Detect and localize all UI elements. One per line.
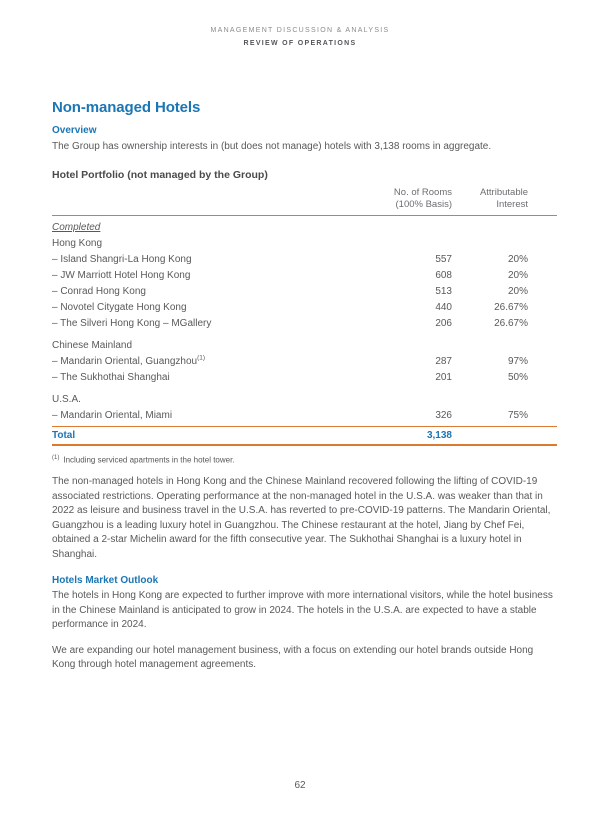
- running-header-chapter: REVIEW OF OPERATIONS: [243, 40, 357, 47]
- table-row: – The Sukhothai Shanghai 201 50%: [52, 370, 557, 386]
- rooms-value: 287: [435, 356, 452, 367]
- rooms-value: 557: [435, 254, 452, 265]
- hotel-name: – The Silveri Hong Kong – MGallery: [52, 318, 212, 329]
- running-header: MANAGEMENT DISCUSSION & ANALYSIS REVIEW …: [0, 0, 600, 47]
- hotel-name: – JW Marriott Hotel Hong Kong: [52, 270, 191, 281]
- hotel-name: – Mandarin Oriental, Miami: [52, 410, 173, 421]
- rooms-value: 608: [435, 270, 452, 281]
- rooms-value: 440: [435, 302, 452, 313]
- region-label: Chinese Mainland: [52, 340, 133, 351]
- status-label: Completed: [52, 221, 101, 233]
- table-header-rule: [52, 214, 557, 216]
- hotel-name-text: – Mandarin Oriental, Guangzhou: [52, 356, 198, 367]
- table-status-row: Completed: [52, 219, 557, 236]
- table-row: – Island Shangri-La Hong Kong 557 20%: [52, 252, 557, 268]
- table-region-row: U.S.A.: [52, 392, 557, 408]
- hotel-name: – Novotel Citygate Hong Kong: [52, 302, 187, 313]
- interest-value: 26.67%: [494, 302, 528, 313]
- overview-text: The Group has ownership interests in (bu…: [52, 141, 492, 152]
- footnote-marker: (1): [52, 454, 60, 461]
- region-label: U.S.A.: [52, 394, 81, 405]
- table-column-headers: No. of Rooms (100% Basis) Attributable I…: [52, 187, 557, 211]
- table-footnote: (1) Including serviced apartments in the …: [52, 455, 557, 465]
- table-total-row: Total 3,138: [52, 427, 557, 444]
- table-total-top-rule: [52, 425, 557, 427]
- interest-value: 26.67%: [494, 318, 528, 329]
- table-row: – Conrad Hong Kong 513 20%: [52, 284, 557, 300]
- overview-heading: Overview: [52, 125, 97, 136]
- column-header-rooms: No. of Rooms (100% Basis): [393, 186, 452, 210]
- page-content: Non-managed Hotels Overview The Group ha…: [52, 99, 557, 673]
- table-row: – Mandarin Oriental, Guangzhou(1) 287 97…: [52, 354, 557, 370]
- body-paragraph-2: The hotels in Hong Kong are expected to …: [52, 590, 553, 631]
- interest-value: 20%: [507, 270, 528, 281]
- rooms-value: 513: [435, 286, 452, 297]
- column-header-interest: Attributable Interest: [479, 186, 528, 210]
- table-row: – Mandarin Oriental, Miami 326 75%: [52, 408, 557, 424]
- page-title: Non-managed Hotels: [52, 99, 201, 116]
- footnote-marker: (1): [197, 354, 206, 362]
- page-number: 62: [294, 780, 306, 791]
- interest-value: 97%: [507, 356, 528, 367]
- outlook-heading: Hotels Market Outlook: [52, 575, 159, 587]
- interest-value: 20%: [507, 254, 528, 265]
- interest-value: 50%: [507, 372, 528, 383]
- footnote-text: Including serviced apartments in the hot…: [63, 455, 235, 465]
- total-label: Total: [52, 429, 76, 441]
- interest-value: 75%: [507, 410, 528, 421]
- rooms-value: 206: [435, 318, 452, 329]
- body-paragraph-1: The non-managed hotels in Hong Kong and …: [52, 476, 551, 560]
- rooms-value: 201: [435, 372, 452, 383]
- rooms-value: 326: [435, 410, 452, 421]
- hotel-name: – The Sukhothai Shanghai: [52, 372, 170, 383]
- table-region-row: Chinese Mainland: [52, 338, 557, 354]
- body-paragraph-3: We are expanding our hotel management bu…: [52, 644, 534, 671]
- region-label: Hong Kong: [52, 238, 103, 249]
- table-row: – The Silveri Hong Kong – MGallery 206 2…: [52, 316, 557, 332]
- table-row: – JW Marriott Hotel Hong Kong 608 20%: [52, 268, 557, 284]
- total-rooms-value: 3,138: [426, 429, 452, 441]
- running-header-section: MANAGEMENT DISCUSSION & ANALYSIS: [210, 27, 390, 34]
- hotel-name: – Mandarin Oriental, Guangzhou(1): [52, 354, 372, 367]
- table-region-row: Hong Kong: [52, 236, 557, 252]
- hotel-name: – Conrad Hong Kong: [52, 286, 146, 297]
- table-total-bottom-rule: [52, 443, 557, 446]
- table-title: Hotel Portfolio (not managed by the Grou…: [52, 168, 268, 181]
- table-row: – Novotel Citygate Hong Kong 440 26.67%: [52, 300, 557, 316]
- hotel-name: – Island Shangri-La Hong Kong: [52, 254, 192, 265]
- interest-value: 20%: [507, 286, 528, 297]
